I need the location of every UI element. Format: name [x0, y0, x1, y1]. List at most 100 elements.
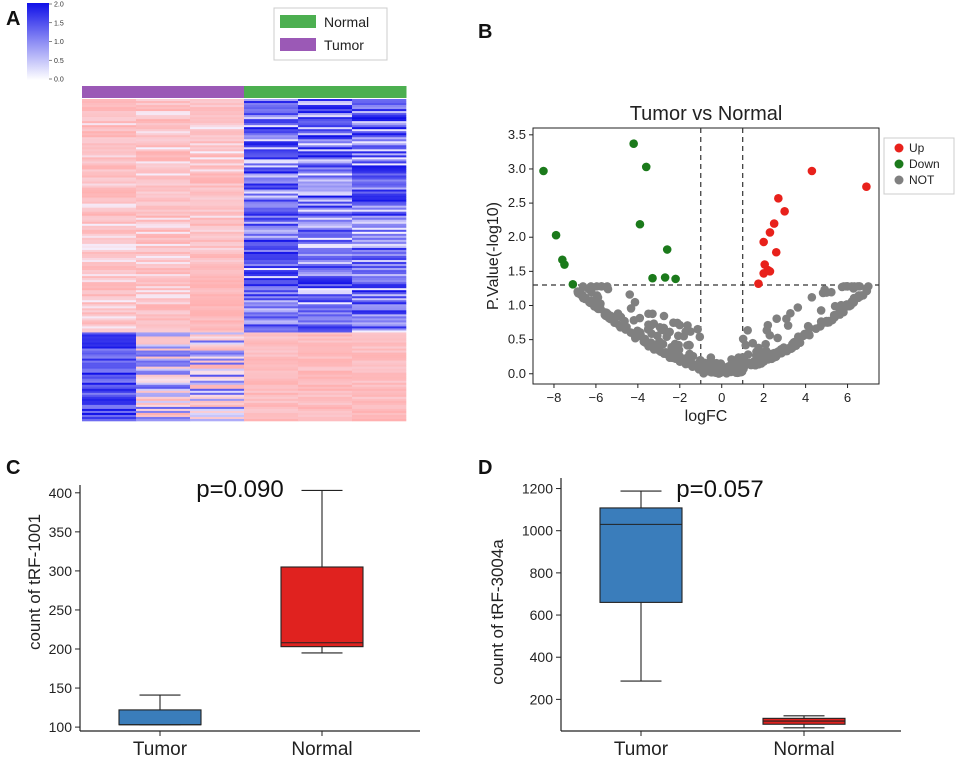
heatmap-cell [190, 326, 245, 329]
heatmap-cell [190, 123, 245, 126]
heatmap-cell [352, 410, 407, 414]
heatmap-cell [136, 402, 191, 406]
volcano-point-up [774, 194, 783, 203]
heatmap-cell [136, 171, 191, 174]
heatmap-cell [298, 396, 353, 400]
heatmap-cell [352, 237, 407, 241]
heatmap-cell [136, 362, 191, 365]
heatmap-cell [352, 362, 407, 365]
heatmap-cell [190, 107, 245, 110]
heatmap-cell [82, 390, 137, 394]
heatmap-cell [82, 251, 137, 255]
heatmap-cell [82, 175, 137, 178]
group-bar-tumor [190, 86, 245, 98]
heatmap-cell [244, 286, 299, 289]
heatmap-cell [352, 215, 407, 219]
heatmap-cell [244, 245, 299, 249]
heatmap-cell [244, 225, 299, 229]
heatmap-cell [298, 239, 353, 243]
heatmap-cell [136, 414, 191, 418]
heatmap-cell [190, 332, 245, 335]
heatmap-cell [82, 306, 137, 309]
heatmap-cell [136, 121, 191, 124]
heatmap-cell [244, 237, 299, 241]
panel-letter-a: A [6, 8, 20, 30]
heatmap-cell [298, 330, 353, 333]
heatmap-cell [136, 111, 191, 114]
volcano-point-not [649, 345, 659, 354]
heatmap-cell [136, 312, 191, 315]
heatmap-cell [244, 330, 299, 333]
heatmap-cell [244, 334, 299, 337]
volcano-point-up [780, 206, 789, 216]
heatmap-cell [136, 257, 191, 261]
heatmap-cell [244, 382, 299, 386]
heatmap-cell [82, 380, 137, 384]
heatmap-cell [352, 274, 407, 277]
heatmap-cell [298, 260, 353, 263]
heatmap-cell [352, 227, 407, 231]
heatmap-cell [298, 215, 353, 219]
heatmap-cell [190, 330, 245, 333]
heatmap-cell [82, 344, 137, 347]
heatmap-cell [298, 159, 353, 162]
heatmap-cell [82, 247, 137, 251]
heatmap-cell [82, 121, 137, 124]
heatmap-cell [136, 326, 191, 329]
heatmap-cell [190, 340, 245, 343]
heatmap-cell [82, 125, 137, 128]
group-bar-normal [298, 86, 353, 98]
heatmap-cell [352, 382, 407, 386]
heatmap-cell [352, 414, 407, 418]
heatmap-cell [298, 402, 353, 406]
volcano-point-not [681, 359, 691, 369]
heatmap-cell [244, 282, 299, 285]
heatmap-cell [352, 264, 407, 267]
heatmap-cell [82, 324, 137, 327]
heatmap-cell [136, 330, 191, 333]
heatmap-cell [190, 316, 245, 319]
heatmap-cell [244, 354, 299, 357]
heatmap-cell [298, 406, 353, 410]
heatmap-cell [244, 109, 299, 112]
heatmap-cell [298, 320, 353, 323]
heatmap-cell [136, 264, 191, 267]
heatmap-cell [190, 211, 245, 215]
heatmap-cell [190, 253, 245, 257]
volcano-point-not [629, 316, 639, 325]
heatmap-cell [298, 253, 353, 257]
heatmap-cell [352, 292, 407, 295]
heatmap-cell [136, 358, 191, 361]
heatmap-cell [352, 135, 407, 138]
heatmap-cell [298, 372, 353, 376]
heatmap-cell [298, 268, 353, 271]
heatmap-cell [190, 260, 245, 263]
heatmap-cell [136, 298, 191, 301]
heatmap-cell [190, 374, 245, 378]
heatmap-cell [244, 352, 299, 355]
heatmap-cell [190, 117, 245, 120]
heatmap-cell [352, 141, 407, 144]
heatmap-cell [352, 284, 407, 287]
heatmap-cell [352, 143, 407, 146]
heatmap-cell [190, 298, 245, 301]
heatmap-cell [352, 139, 407, 142]
heatmap-cell [136, 147, 191, 150]
heatmap-cell [82, 145, 137, 148]
heatmap-cell [352, 360, 407, 363]
heatmap-cell [190, 290, 245, 293]
box-ytick-label: 250 [49, 602, 73, 618]
legend-marker-not [894, 175, 904, 185]
heatmap-cell [244, 241, 299, 245]
volcano-xtick-label: −8 [547, 390, 562, 405]
heatmap-cell [352, 346, 407, 349]
heatmap-cell [82, 314, 137, 317]
heatmap-cell [244, 175, 299, 178]
volcano-point-not [589, 299, 599, 309]
heatmap-cell [298, 129, 353, 132]
heatmap-cell [298, 183, 353, 186]
heatmap-cell [352, 117, 407, 120]
heatmap-cell [136, 207, 191, 210]
heatmap-cell [136, 412, 191, 416]
heatmap-cell [82, 394, 137, 398]
